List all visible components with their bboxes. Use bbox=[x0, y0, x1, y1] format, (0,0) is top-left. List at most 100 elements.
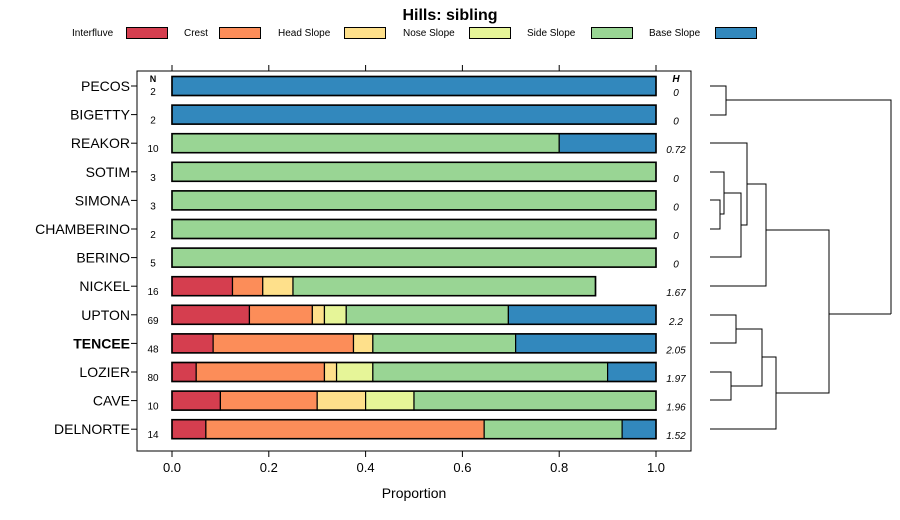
category-label: TENCEE bbox=[73, 335, 130, 351]
bar-segment bbox=[365, 390, 415, 411]
h-value: 0 bbox=[673, 88, 679, 99]
bar-segment bbox=[621, 419, 657, 440]
bar-segment bbox=[171, 333, 214, 354]
bar-segment bbox=[171, 247, 657, 268]
legend-swatch bbox=[469, 27, 511, 39]
legend-swatch bbox=[219, 27, 261, 39]
n-value: 14 bbox=[147, 430, 159, 441]
n-value: 16 bbox=[147, 287, 159, 298]
bar-segment bbox=[323, 361, 338, 383]
bar-segment bbox=[219, 390, 318, 411]
dendrogram-branch bbox=[710, 171, 725, 215]
bar-segment bbox=[171, 133, 560, 154]
n-value: 2 bbox=[150, 116, 156, 127]
bar-segment bbox=[262, 276, 294, 297]
legend: Interfluve Crest Head Slope Nose Slope S… bbox=[0, 27, 900, 41]
n-value: 10 bbox=[147, 402, 159, 413]
bar-outline bbox=[171, 161, 657, 183]
legend-swatch bbox=[715, 27, 757, 39]
x-axis: 0.0 0.2 0.4 0.6 0.8 1.0 bbox=[131, 65, 665, 475]
h-value: 1.67 bbox=[666, 288, 686, 299]
bar-segment bbox=[171, 190, 657, 211]
bar-segment bbox=[171, 161, 657, 182]
bar-segment bbox=[171, 104, 657, 125]
bar-segment bbox=[372, 333, 517, 354]
bar-segment bbox=[171, 390, 222, 411]
x-tick-label: 1.0 bbox=[647, 460, 665, 475]
bar-segment bbox=[171, 361, 197, 383]
category-label: REAKOR bbox=[71, 135, 130, 151]
bar-outline bbox=[171, 75, 657, 97]
n-value: 10 bbox=[147, 144, 159, 155]
bar-outline bbox=[171, 361, 657, 383]
legend-label: Base Slope bbox=[649, 28, 701, 39]
dendrogram-branch bbox=[710, 371, 732, 401]
dendrogram-branch bbox=[710, 314, 737, 344]
category-label: CAVE bbox=[93, 393, 130, 409]
bar-outline bbox=[171, 418, 657, 440]
bar-segment bbox=[248, 304, 313, 325]
category-label: SIMONA bbox=[75, 192, 131, 208]
h-value: 1.96 bbox=[666, 403, 686, 414]
bar-segment bbox=[231, 276, 264, 297]
bar-outline bbox=[171, 275, 597, 297]
h-value: 0 bbox=[673, 202, 679, 213]
legend-label: Side Slope bbox=[527, 28, 576, 39]
h-header: H bbox=[672, 74, 680, 85]
dendrogram-branch bbox=[710, 85, 727, 116]
category-labels: PECOS 2 0 BIGETTY 2 0 REAKOR 10 0.72 SOTIM 3 0 SIMON… bbox=[35, 78, 686, 442]
bar-segment bbox=[171, 419, 207, 440]
bar-segment bbox=[323, 304, 347, 325]
bar-outline bbox=[171, 304, 657, 326]
x-tick-label: 0.6 bbox=[453, 460, 471, 475]
bar-segment bbox=[413, 390, 657, 411]
bar-outline bbox=[171, 333, 657, 354]
bar-outline bbox=[171, 390, 657, 411]
dendrogram-branch bbox=[747, 183, 767, 257]
legend-swatch bbox=[344, 27, 386, 39]
bars-layer bbox=[171, 75, 657, 440]
legend-label: Nose Slope bbox=[403, 28, 455, 39]
category-label: DELNORTE bbox=[54, 421, 130, 437]
bar-segment bbox=[171, 75, 657, 97]
plot-panel bbox=[136, 70, 692, 452]
x-tick-label: 0.4 bbox=[357, 460, 375, 475]
h-value: 2.2 bbox=[668, 317, 683, 328]
h-value: 0 bbox=[673, 174, 679, 185]
x-tick-label: 0.2 bbox=[260, 460, 278, 475]
bar-outline bbox=[171, 132, 657, 154]
bar-segment bbox=[507, 304, 657, 325]
chart-title: Hills: sibling bbox=[402, 7, 497, 24]
category-label: NICKEL bbox=[79, 278, 130, 294]
category-label: BIGETTY bbox=[70, 107, 131, 123]
n-value: 48 bbox=[147, 344, 159, 355]
bar-segment bbox=[335, 361, 374, 383]
bar-segment bbox=[311, 304, 326, 325]
dendrogram-branch bbox=[710, 199, 721, 230]
legend-label: Interfluve bbox=[72, 28, 114, 39]
h-value: 1.52 bbox=[666, 431, 686, 442]
bar-segment bbox=[316, 390, 367, 411]
n-value: 3 bbox=[150, 173, 156, 184]
n-value: 2 bbox=[150, 230, 156, 241]
bar-segment bbox=[515, 333, 657, 354]
bar-segment bbox=[171, 276, 234, 297]
bar-segment bbox=[292, 276, 597, 297]
category-label: UPTON bbox=[81, 307, 130, 323]
n-value: 80 bbox=[147, 373, 159, 384]
h-value: 0 bbox=[673, 117, 679, 128]
bar-outline bbox=[171, 218, 657, 240]
h-value: 0 bbox=[673, 231, 679, 242]
bar-segment bbox=[195, 361, 326, 383]
category-label: BERINO bbox=[76, 250, 130, 266]
bar-segment bbox=[205, 419, 485, 440]
legend-label: Head Slope bbox=[278, 28, 331, 39]
bar-segment bbox=[212, 333, 355, 354]
bar-segment bbox=[372, 361, 609, 383]
n-value: 69 bbox=[147, 316, 159, 327]
x-tick-label: 0.8 bbox=[550, 460, 568, 475]
bar-segment bbox=[558, 133, 657, 154]
category-label: LOZIER bbox=[79, 364, 130, 380]
legend-swatch bbox=[591, 27, 633, 39]
legend-label: Crest bbox=[184, 28, 208, 39]
